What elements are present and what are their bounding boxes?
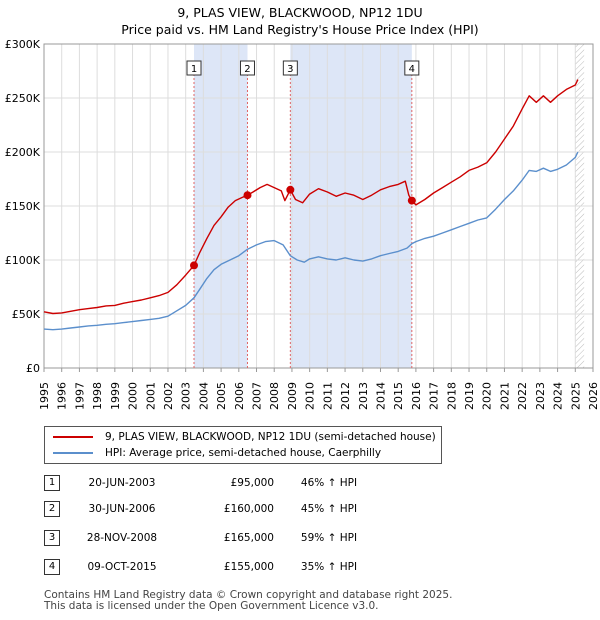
- x-tick-label: 2005: [215, 382, 228, 410]
- x-tick-label: 2010: [304, 382, 317, 410]
- sale-number-box: [282, 60, 298, 76]
- x-tick-label: 2017: [428, 382, 441, 410]
- plot-border: [43, 43, 594, 369]
- sales-table: 1 20-JUN-2003 £95,000 46% ↑ HPI 2 30-JUN…: [44, 472, 384, 581]
- sale-number-label: 2: [244, 64, 250, 75]
- table-row: 1 20-JUN-2003 £95,000 46% ↑ HPI: [44, 472, 384, 494]
- sale-number-box: [239, 60, 255, 76]
- footer-line1: Contains HM Land Registry data © Crown c…: [44, 589, 453, 601]
- sale-price: £155,000: [223, 560, 274, 573]
- x-tick-label: 2013: [357, 382, 370, 410]
- y-tick-label: £250K: [5, 92, 41, 105]
- chart-title-line2: Price paid vs. HM Land Registry's House …: [121, 22, 479, 37]
- x-tick-label: 2022: [516, 382, 529, 410]
- sale-point: [243, 191, 252, 200]
- table-row: 3 28-NOV-2008 £165,000 59% ↑ HPI: [44, 523, 384, 552]
- y-tick-label: £150K: [5, 200, 41, 213]
- legend-swatch-hpi: [53, 452, 93, 454]
- y-tick-label: £100K: [5, 254, 41, 267]
- x-tick-label: 2011: [321, 382, 334, 410]
- sale-number-label: 4: [409, 64, 415, 75]
- x-tick-label: 1996: [56, 382, 69, 410]
- x-tick-label: 2024: [552, 382, 565, 410]
- y-tick-label: £0: [26, 362, 40, 375]
- x-tick-label: 2001: [144, 382, 157, 410]
- x-tick-label: 2025: [569, 382, 582, 410]
- x-tick-label: 1998: [91, 382, 104, 410]
- chart-title-line1: 9, PLAS VIEW, BLACKWOOD, NP12 1DU: [177, 5, 423, 20]
- sale-date: 20-JUN-2003: [88, 477, 156, 489]
- sale-hpi-change: 45% ↑ HPI: [300, 502, 358, 515]
- y-tick-label: £300K: [5, 38, 41, 51]
- legend-item-price: 9, PLAS VIEW, BLACKWOOD, NP12 1DU (semi-…: [53, 429, 436, 445]
- x-tick-label: 2026: [587, 382, 600, 410]
- footer-attribution: Contains HM Land Registry data © Crown c…: [44, 590, 452, 612]
- table-row: 2 30-JUN-2006 £160,000 45% ↑ HPI: [44, 494, 384, 523]
- x-tick-label: 2019: [463, 382, 476, 410]
- x-tick-label: 2016: [410, 382, 423, 410]
- sale-hpi-change: 59% ↑ HPI: [300, 531, 358, 544]
- sale-hpi-change: 46% ↑ HPI: [300, 477, 358, 489]
- sale-number-box: [186, 60, 202, 76]
- price-chart: £0 £50K £100K £150K £200K £250K £300K 1995 1996 1…: [5, 38, 600, 410]
- sale-price: £160,000: [223, 502, 274, 515]
- y-tick-label: £200K: [5, 146, 41, 159]
- x-tick-label: 2000: [127, 382, 140, 410]
- y-tick-label: £50K: [12, 308, 41, 321]
- x-tick-label: 2002: [162, 382, 175, 410]
- sale-price: £95,000: [230, 477, 274, 489]
- x-tick-label: 2015: [392, 382, 405, 410]
- x-tick-label: 1999: [109, 382, 122, 410]
- x-tick-label: 1997: [73, 382, 86, 410]
- x-tick-label: 2023: [534, 382, 547, 410]
- sale-number-box: [404, 60, 420, 76]
- sale-number-badge: 1: [44, 475, 60, 491]
- sale-point: [286, 185, 295, 194]
- sale-date: 09-OCT-2015: [87, 560, 157, 573]
- footer-line2: This data is licensed under the Open Gov…: [44, 600, 379, 612]
- sale-point: [190, 261, 199, 270]
- sale-number-badge: 3: [44, 529, 60, 546]
- sale-hpi-change: 35% ↑ HPI: [300, 560, 358, 573]
- sale-number-badge: 4: [44, 558, 60, 575]
- sale-price: £165,000: [223, 531, 274, 544]
- price-paid-line: [43, 79, 579, 315]
- legend-label-price: 9, PLAS VIEW, BLACKWOOD, NP12 1DU (semi-…: [105, 431, 436, 443]
- sale-number-label: 3: [287, 64, 293, 75]
- sale-date: 30-JUN-2006: [88, 502, 156, 515]
- x-tick-label: 2003: [180, 382, 193, 410]
- legend: 9, PLAS VIEW, BLACKWOOD, NP12 1DU (semi-…: [44, 426, 442, 464]
- x-tick-label: 2021: [498, 382, 511, 410]
- x-tick-label: 2018: [445, 382, 458, 410]
- hpi-line: [43, 151, 579, 331]
- legend-label-hpi: HPI: Average price, semi-detached house,…: [105, 447, 382, 459]
- x-tick-label: 2020: [481, 382, 494, 410]
- x-tick-label: 1995: [38, 382, 51, 410]
- legend-item-hpi: HPI: Average price, semi-detached house,…: [53, 445, 381, 461]
- x-tick-label: 2008: [268, 382, 281, 410]
- legend-swatch-price: [53, 436, 93, 438]
- x-tick-label: 2009: [286, 382, 299, 410]
- sale-point: [407, 196, 416, 205]
- sale-number-label: 1: [191, 64, 197, 75]
- sale-number-badge: 2: [44, 500, 60, 517]
- x-tick-label: 2007: [251, 382, 264, 410]
- table-row: 4 09-OCT-2015 £155,000 35% ↑ HPI: [44, 552, 384, 581]
- sale-date: 28-NOV-2008: [86, 531, 158, 544]
- x-tick-label: 2006: [233, 382, 246, 410]
- x-tick-label: 2014: [374, 382, 387, 410]
- x-tick-label: 2012: [339, 382, 352, 410]
- x-tick-label: 2004: [197, 382, 210, 410]
- chart-title: 9, PLAS VIEW, BLACKWOOD, NP12 1DU Price …: [0, 4, 600, 38]
